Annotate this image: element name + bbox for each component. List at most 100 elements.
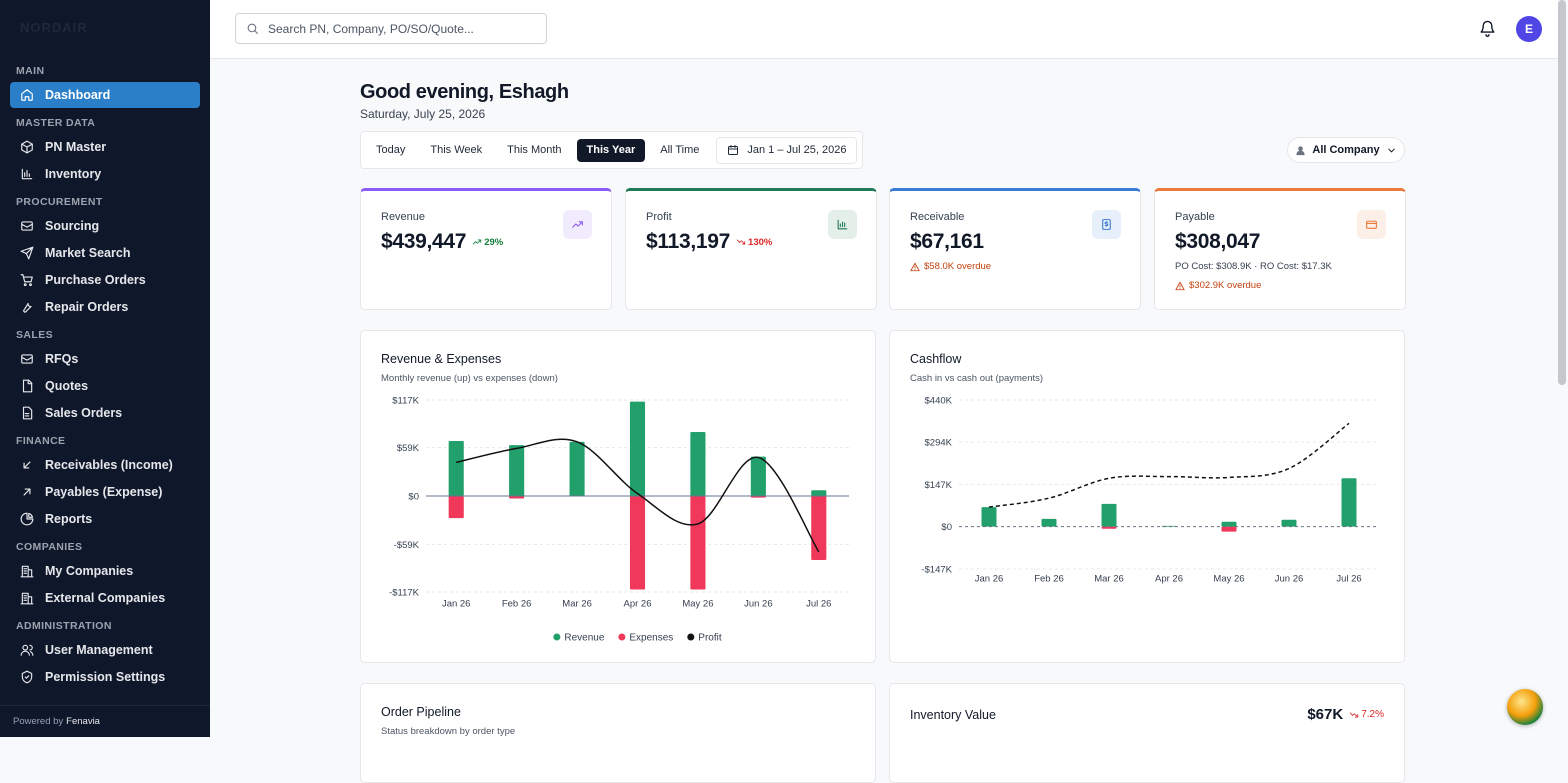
icon bbox=[21, 221, 33, 231]
legend-label: Expenses bbox=[629, 633, 673, 644]
icon bbox=[1480, 20, 1495, 37]
y-tick-label: $440K bbox=[925, 396, 953, 407]
kpi-icon bbox=[563, 210, 592, 239]
bar bbox=[1341, 478, 1357, 527]
kpi-warning: $302.9K overdue bbox=[1175, 280, 1261, 291]
icon bbox=[20, 274, 33, 287]
legend-swatch bbox=[618, 633, 626, 641]
icon bbox=[23, 302, 32, 313]
bar bbox=[981, 507, 997, 527]
assistant-button[interactable] bbox=[1507, 689, 1543, 725]
nav-item[interactable]: Quotes bbox=[10, 373, 200, 399]
nav-item[interactable]: Sales Orders bbox=[10, 400, 200, 426]
bar bbox=[1221, 521, 1237, 527]
period-button[interactable]: This Month bbox=[507, 144, 562, 156]
avatar[interactable]: E bbox=[1516, 16, 1542, 42]
nav-item[interactable]: Payables (Expense) bbox=[10, 479, 200, 505]
icon bbox=[837, 219, 848, 230]
nav-item[interactable]: PN Master bbox=[10, 134, 200, 160]
nav-label: Reports bbox=[45, 512, 93, 526]
nav-item[interactable]: My Companies bbox=[10, 558, 200, 584]
icon bbox=[21, 89, 33, 101]
icon bbox=[21, 670, 33, 684]
legend-label: Revenue bbox=[564, 633, 604, 644]
kpi-change: 29% bbox=[472, 237, 503, 248]
sidebar: NORDAIR MAIN Dashboard MASTER DATA PN Master… bbox=[0, 0, 210, 737]
y-tick-label: -$117K bbox=[389, 588, 420, 599]
nav-label: RFQs bbox=[45, 352, 79, 366]
nav-item[interactable]: User Management bbox=[10, 637, 200, 663]
nav-item[interactable]: Permission Settings bbox=[10, 664, 200, 690]
section-title: SALES bbox=[16, 329, 54, 341]
period-button[interactable]: Today bbox=[376, 144, 406, 156]
sidebar-footer: Powered by Fenavia bbox=[0, 705, 210, 737]
period-button[interactable]: This Year bbox=[576, 138, 646, 162]
period-button[interactable]: This Week bbox=[430, 144, 483, 156]
y-tick-label: -$59K bbox=[394, 540, 420, 551]
chart-subtitle: Cash in vs cash out (payments) bbox=[910, 373, 1044, 384]
panel-card: Inventory Value $67K 7.2% bbox=[889, 683, 1405, 783]
panel-subtitle: Status breakdown by order type bbox=[381, 726, 516, 737]
kpi-warning-text: $302.9K overdue bbox=[1189, 280, 1262, 291]
x-tick-label: Feb 26 bbox=[1034, 574, 1064, 585]
kpi-value: $308,047 bbox=[1175, 230, 1261, 254]
nav-item[interactable]: Reports bbox=[10, 506, 200, 532]
nav-label: Quotes bbox=[45, 379, 89, 393]
search-box[interactable]: Search PN, Company, PO/SO/Quote... bbox=[235, 13, 547, 44]
icon bbox=[736, 239, 746, 245]
section-title: PROCUREMENT bbox=[16, 196, 103, 208]
nav-item[interactable]: Market Search bbox=[10, 240, 200, 266]
icon bbox=[247, 23, 258, 34]
nav-label: Sourcing bbox=[45, 219, 100, 233]
nav-item[interactable]: RFQs bbox=[10, 346, 200, 372]
kpi-warning-text: $58.0K overdue bbox=[924, 261, 992, 272]
x-tick-label: Apr 26 bbox=[1155, 574, 1183, 585]
legend-swatch bbox=[553, 633, 561, 641]
company-text: All Company bbox=[1312, 144, 1380, 156]
section-title: ADMINISTRATION bbox=[16, 620, 112, 632]
x-tick-label: Jan 26 bbox=[975, 574, 1004, 585]
icon bbox=[1387, 148, 1395, 152]
y-tick-label: $294K bbox=[925, 438, 953, 449]
kpi-number: $113,197 bbox=[646, 230, 731, 253]
x-tick-label: May 26 bbox=[1213, 574, 1244, 585]
kpi-card: Payable $308,047 PO Cost: $308.9K · RO Cos… bbox=[1154, 188, 1406, 310]
nav-label: Payables (Expense) bbox=[45, 485, 163, 499]
period-button[interactable]: All Time bbox=[660, 144, 700, 156]
kpi-label: Profit bbox=[646, 211, 672, 223]
nav-item[interactable]: Dashboard bbox=[10, 82, 200, 108]
date-range[interactable]: Jan 1 – Jul 25, 2026 bbox=[716, 136, 858, 164]
search-placeholder: Search PN, Company, PO/SO/Quote... bbox=[268, 21, 474, 36]
x-tick-label: Jun 26 bbox=[1275, 574, 1304, 585]
date: Saturday, July 25, 2026 bbox=[360, 107, 486, 121]
y-tick-label: -$147K bbox=[921, 565, 952, 576]
panel-number: $67K bbox=[1307, 706, 1344, 723]
bar bbox=[1221, 526, 1237, 532]
footer-brand: Fenavia bbox=[66, 716, 100, 727]
company-select[interactable]: All Company bbox=[1287, 137, 1405, 163]
nav-item[interactable]: Repair Orders bbox=[10, 294, 200, 320]
bar bbox=[629, 401, 646, 496]
y-tick-label: $0 bbox=[941, 522, 952, 533]
nav-item[interactable]: Sourcing bbox=[10, 213, 200, 239]
nav-item[interactable]: Inventory bbox=[10, 161, 200, 187]
icon bbox=[20, 512, 34, 526]
legend: Revenue Expenses Profit bbox=[553, 633, 722, 644]
bar bbox=[509, 445, 525, 496]
bar bbox=[811, 490, 827, 496]
notifications[interactable] bbox=[1479, 20, 1496, 42]
kpi-icon bbox=[828, 210, 857, 239]
bar bbox=[1101, 526, 1117, 529]
chart-subtitle: Monthly revenue (up) vs expenses (down) bbox=[381, 373, 558, 384]
chart: $117K $59K $0 -$59K -$117K Jan 26 Feb 26 Mar 26… bbox=[389, 396, 849, 644]
x-tick-label: Jul 26 bbox=[806, 599, 831, 610]
nav-label: Dashboard bbox=[45, 88, 111, 102]
nav-item[interactable]: Receivables (Income) bbox=[10, 452, 200, 478]
y-tick-label: $59K bbox=[397, 443, 420, 454]
kpi-card: Receivable $67,161 $58.0K overdue bbox=[889, 188, 1141, 310]
bar bbox=[750, 456, 766, 496]
nav-item[interactable]: Purchase Orders bbox=[10, 267, 200, 293]
panel-title: Inventory Value bbox=[910, 708, 996, 722]
kpi-label: Payable bbox=[1175, 211, 1215, 223]
nav-item[interactable]: External Companies bbox=[10, 585, 200, 611]
